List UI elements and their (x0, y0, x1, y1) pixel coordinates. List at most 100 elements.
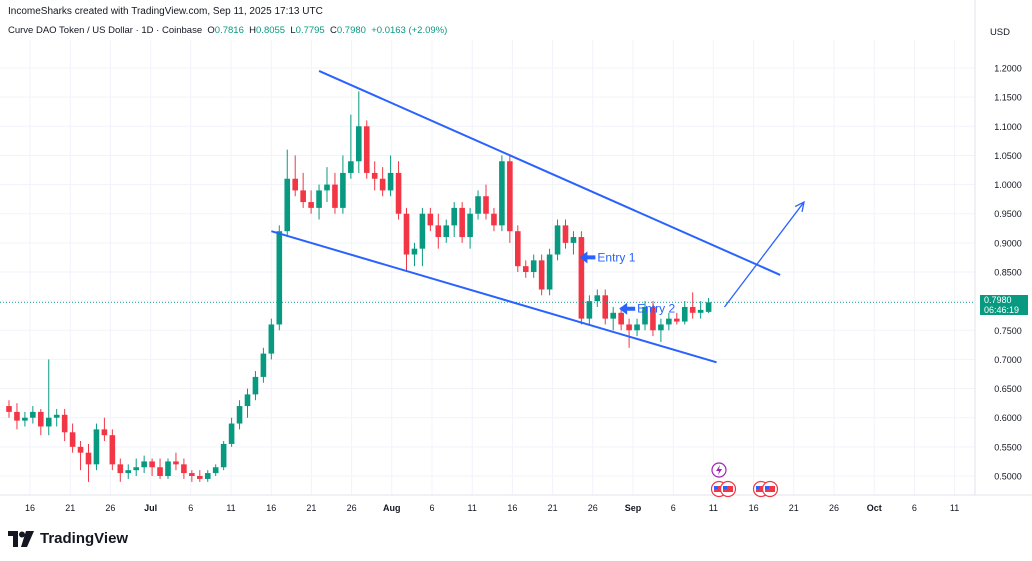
candle-body (173, 461, 179, 465)
event-icons[interactable] (710, 462, 779, 498)
us-flag-icon (723, 486, 733, 492)
candle-body (30, 411, 36, 418)
candle-body (197, 476, 203, 479)
candle-body (705, 302, 712, 312)
y-axis[interactable]: 1.2000 1.1500 1.1000 1.0500 1.0000 0.9500 0.90… (994, 64, 1022, 482)
projection-arrow[interactable] (723, 201, 805, 308)
candle-body (610, 312, 616, 319)
candle-body (419, 213, 426, 249)
candle-body (435, 225, 442, 238)
candle-body (356, 126, 362, 162)
y-tick-label: 1.0500 (994, 151, 1022, 161)
candle-body (252, 376, 259, 395)
candle-body (674, 318, 680, 322)
candle-body (427, 213, 434, 226)
symbol-title: Curve DAO Token / US Dollar · 1D · Coinb… (8, 25, 203, 36)
x-tick-label: 11 (226, 503, 235, 513)
candle-body (45, 417, 52, 427)
candle-body (236, 406, 243, 424)
candle-body (634, 324, 640, 331)
candle-body (602, 295, 609, 319)
us-flag-canton (756, 486, 760, 489)
candle-body (292, 178, 298, 191)
candle-body (530, 260, 537, 272)
candle-body (220, 443, 227, 468)
candle-body (522, 266, 529, 272)
candle-body (666, 318, 672, 325)
us-flag-icon (756, 486, 766, 492)
us-flag-canton (765, 486, 769, 489)
y-tick-label: 0.7500 (994, 326, 1022, 336)
bar-countdown: 06:46:19 (984, 305, 1020, 316)
candle-body (340, 172, 346, 208)
candle-body (395, 172, 402, 214)
candle-body (443, 225, 450, 238)
currency-label[interactable]: USD (989, 27, 1010, 38)
candle-body (570, 237, 577, 243)
candle-body (300, 190, 306, 203)
x-tick-label: 16 (266, 503, 276, 513)
candle-body (69, 432, 76, 447)
grid-lines (0, 0, 1032, 496)
x-tick-label: 6 (188, 503, 193, 513)
candle-body (53, 414, 60, 418)
candle-body (6, 406, 12, 412)
us-flag-icon (765, 486, 775, 492)
tradingview-logo[interactable]: TradingView (8, 530, 128, 547)
x-tick-label: 6 (671, 503, 676, 513)
tradingview-logo-text: TradingView (40, 530, 129, 547)
y-tick-label: 0.6000 (994, 413, 1022, 423)
entry-label: Entry 1 (597, 250, 635, 264)
candle-body (212, 467, 219, 474)
trendlines-layer: Entry 1 Entry 2 (0, 69, 975, 364)
candle-body (411, 248, 418, 255)
candle-body (554, 225, 561, 255)
y-tick-label: 0.9000 (994, 238, 1022, 248)
us-flag-icon (714, 486, 724, 492)
x-tick-label: 16 (749, 503, 759, 513)
tradingview-logo-icon (8, 530, 34, 547)
candle-body (133, 467, 139, 471)
x-tick-label: 6 (912, 503, 917, 513)
ohlc-high: 0.8055 (256, 25, 286, 36)
candle-body (626, 324, 632, 331)
x-tick-label: 26 (105, 503, 115, 513)
candle-body (276, 231, 283, 325)
candle-body (538, 260, 545, 290)
y-tick-label: 0.5500 (994, 442, 1022, 452)
candle-body (483, 196, 489, 214)
y-tick-label: 0.5000 (994, 472, 1022, 482)
candle-body (189, 473, 195, 476)
x-tick-label: 11 (709, 503, 718, 513)
candle-body (22, 417, 28, 421)
candle-body (61, 414, 68, 433)
trendline[interactable] (318, 69, 781, 276)
y-tick-label: 0.6500 (994, 384, 1022, 394)
y-tick-label: 1.1000 (994, 122, 1022, 132)
x-tick-label: Sep (625, 503, 642, 513)
candle-body (77, 446, 84, 453)
candle-body (681, 306, 688, 322)
candle-body (499, 161, 505, 226)
candle-body (165, 461, 171, 476)
candle-body (228, 423, 235, 444)
x-axis[interactable]: 16 21 26 Jul 6 11 16 21 26 Aug 6 11 16 21 26 Sep 6 11 16 21… (25, 503, 959, 513)
trendline[interactable] (271, 230, 717, 364)
x-tick-label: 26 (829, 503, 839, 513)
candle-body (204, 473, 211, 479)
x-tick-label: 26 (588, 503, 598, 513)
projection-arrow-head (794, 200, 805, 212)
y-tick-label: 0.8500 (994, 268, 1022, 278)
candle-body (642, 306, 648, 325)
last-price-badge: 0.7980 06:46:19 (980, 295, 1028, 316)
candle-body (515, 231, 521, 267)
ohlc-close: 0.7980 (336, 25, 366, 36)
candle-body (85, 452, 92, 465)
candle-body (562, 225, 569, 243)
x-tick-label: 11 (468, 503, 477, 513)
candle-body (348, 161, 354, 173)
candle-body (260, 353, 267, 377)
us-flag-canton (714, 486, 718, 489)
